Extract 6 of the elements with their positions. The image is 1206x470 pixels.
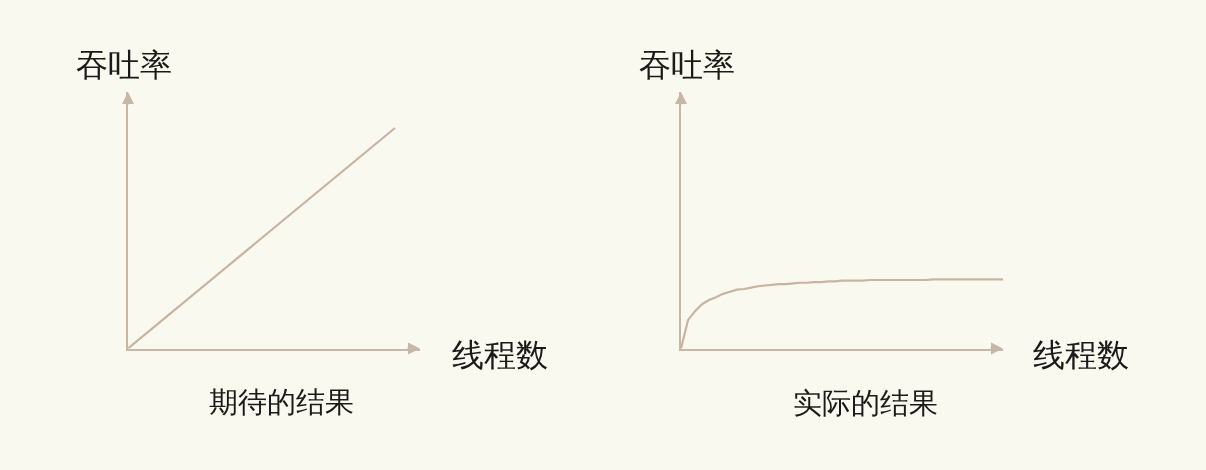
text: 期待的结果: [209, 385, 354, 419]
text: 实际的结果: [793, 386, 938, 420]
y-axis-title: 吞吐率: [639, 46, 735, 84]
x-axis-title: 线程数: [1033, 336, 1129, 374]
y-axis-title: 吞吐率: [76, 46, 172, 84]
x-axis-title: 线程数: [452, 336, 548, 374]
